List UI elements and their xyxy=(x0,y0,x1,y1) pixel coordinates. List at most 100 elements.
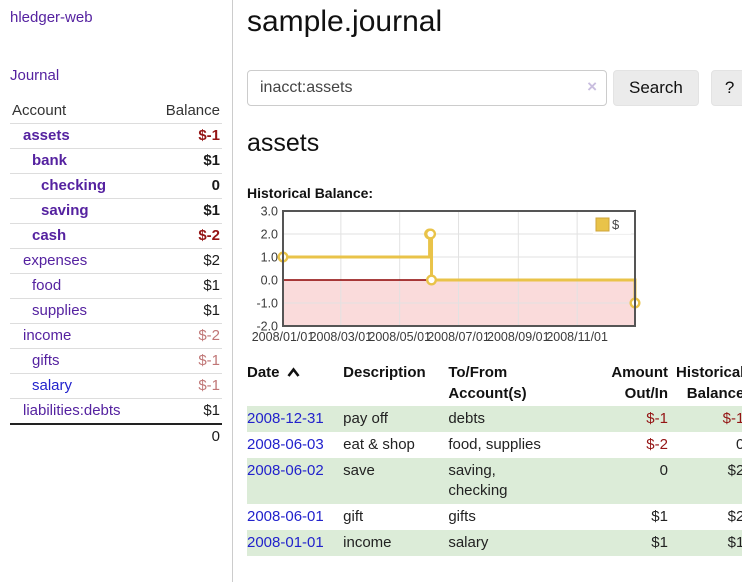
data-point-marker[interactable] xyxy=(426,274,438,286)
transaction-date-link[interactable]: 2008-12-31 xyxy=(247,410,324,427)
account-link-cash[interactable]: cash xyxy=(32,227,67,244)
transaction-date-link[interactable]: 2008-01-01 xyxy=(247,534,324,551)
x-tick-label: 2008/07/01 xyxy=(427,330,490,344)
legend-swatch xyxy=(595,217,610,232)
clear-search-icon[interactable]: × xyxy=(587,77,597,96)
transaction-accounts: salary xyxy=(448,534,489,551)
account-balance: $1 xyxy=(148,148,222,174)
nav-journal-link[interactable]: Journal xyxy=(10,67,60,84)
transaction-description: eat & shop xyxy=(343,436,415,453)
account-balance: $-2 xyxy=(148,323,222,349)
account-link-checking[interactable]: checking xyxy=(41,177,107,194)
transaction-amount: $1 xyxy=(651,534,668,551)
account-balance: 0 xyxy=(148,173,222,199)
y-tick-label: 1.0 xyxy=(261,251,278,265)
historical-balance-chart[interactable]: $ 3.0 2.0 1.0 0.0 -1.0 -2.0 2008/01/01 2008/03/… xyxy=(247,205,742,350)
x-tick-label: 2008/05/01 xyxy=(368,330,431,344)
account-row: gifts $-1 xyxy=(10,348,222,374)
account-link-salary[interactable]: salary xyxy=(32,377,73,394)
account-link-income[interactable]: income xyxy=(23,327,72,344)
plot-border xyxy=(282,210,636,327)
register-header-balance: Historical Balance xyxy=(675,364,742,402)
y-tick-label: 2.0 xyxy=(261,228,278,242)
transaction-date-link[interactable]: 2008-06-03 xyxy=(247,436,324,453)
account-row: income $-2 xyxy=(10,323,222,349)
register-header-accounts: To/From Account(s) xyxy=(448,364,527,402)
transaction-balance: 0 xyxy=(736,436,742,453)
account-row: liabilities:debts $1 xyxy=(10,398,222,424)
transaction-row: 2008-06-01 gift gifts $1 $2 xyxy=(247,504,742,530)
transaction-row: 2008-01-01 income salary $1 $1 xyxy=(247,530,742,556)
transaction-date-link[interactable]: 2008-06-01 xyxy=(247,508,324,525)
account-link-assets[interactable]: assets xyxy=(23,127,70,144)
chart-legend: $ xyxy=(593,215,631,234)
account-balance: $1 xyxy=(148,398,222,424)
account-balance: $-1 xyxy=(148,373,222,399)
account-row: saving $1 xyxy=(10,198,222,224)
transaction-accounts: debts xyxy=(448,410,486,427)
account-row: food $1 xyxy=(10,273,222,299)
app-title-link[interactable]: hledger-web xyxy=(10,9,93,26)
page-title: sample.journal xyxy=(247,5,443,38)
account-row: assets $-1 xyxy=(10,123,222,149)
transaction-date-link[interactable]: 2008-06-02 xyxy=(247,462,324,479)
accounts-table: Account Balance assets $-1 bank $1 checking 0… xyxy=(10,99,222,448)
y-tick-label: -2.0 xyxy=(256,320,278,334)
accounts-total-row: 0 xyxy=(10,423,222,448)
search-form: × Search ? xyxy=(247,70,742,106)
account-balance: $-1 xyxy=(148,123,222,149)
register-header-amount: Amount Out/In xyxy=(611,364,668,402)
transaction-row: 2008-12-31 pay off debts $-1 $-1 xyxy=(247,406,742,432)
sidebar: hledger-web Journal Account Balance asse… xyxy=(0,0,233,582)
account-balance: $1 xyxy=(148,198,222,224)
search-input[interactable] xyxy=(247,70,607,106)
account-link-expenses[interactable]: expenses xyxy=(23,252,88,269)
sidebar-nav: Journal xyxy=(10,67,222,84)
transaction-accounts: food, supplies xyxy=(448,436,541,453)
account-link-bank[interactable]: bank xyxy=(32,152,68,169)
transaction-row: 2008-06-02 save saving, checking 0 $2 xyxy=(247,458,742,504)
account-heading: assets xyxy=(247,129,320,157)
transaction-balance: $-1 xyxy=(722,410,742,427)
accounts-header-account: Account xyxy=(12,102,67,119)
transaction-description: income xyxy=(343,534,392,551)
transaction-amount: $-2 xyxy=(646,436,668,453)
x-tick-label: 2008/09/01 xyxy=(487,330,550,344)
account-row: salary $-1 xyxy=(10,373,222,399)
transaction-description: save xyxy=(343,462,375,479)
account-row: expenses $2 xyxy=(10,248,222,274)
account-row: supplies $1 xyxy=(10,298,222,324)
account-link-supplies[interactable]: supplies xyxy=(32,302,88,319)
sort-ascending-icon xyxy=(286,367,300,377)
x-tick-label: 2008/11/01 xyxy=(546,330,608,344)
transaction-balance: $2 xyxy=(727,508,742,525)
data-point-marker[interactable] xyxy=(425,228,437,240)
account-balance: $1 xyxy=(148,273,222,299)
register-table: Date Description To/From Account(s) Amount … xyxy=(247,360,742,556)
account-balance: $1 xyxy=(148,298,222,324)
accounts-total-value: 0 xyxy=(148,423,222,448)
y-tick-label: -1.0 xyxy=(256,297,278,311)
main-content: sample.journal × Search ? assets Histori… xyxy=(233,0,742,582)
search-button[interactable]: Search xyxy=(613,70,699,106)
account-row: bank $1 xyxy=(10,148,222,174)
help-button[interactable]: ? xyxy=(710,70,742,106)
account-link-gifts[interactable]: gifts xyxy=(32,352,60,369)
account-link-food[interactable]: food xyxy=(32,277,62,294)
account-link-liabilities-debts[interactable]: liabilities:debts xyxy=(23,402,121,419)
transaction-description: gift xyxy=(343,508,364,525)
transaction-balance: $2 xyxy=(727,462,742,479)
transaction-description: pay off xyxy=(343,410,388,427)
register-header-date[interactable]: Date xyxy=(247,360,343,406)
account-row: checking 0 xyxy=(10,173,222,199)
account-link-saving[interactable]: saving xyxy=(41,202,89,219)
transaction-accounts: saving, checking xyxy=(448,462,508,499)
transaction-balance: $1 xyxy=(727,534,742,551)
transaction-row: 2008-06-03 eat & shop food, supplies $-2 0 xyxy=(247,432,742,458)
y-tick-label: 3.0 xyxy=(261,205,278,219)
transaction-amount: $1 xyxy=(651,508,668,525)
x-tick-label: 2008/03/01 xyxy=(310,330,373,344)
y-tick-label: 0.0 xyxy=(261,274,278,288)
account-balance: $-1 xyxy=(148,348,222,374)
